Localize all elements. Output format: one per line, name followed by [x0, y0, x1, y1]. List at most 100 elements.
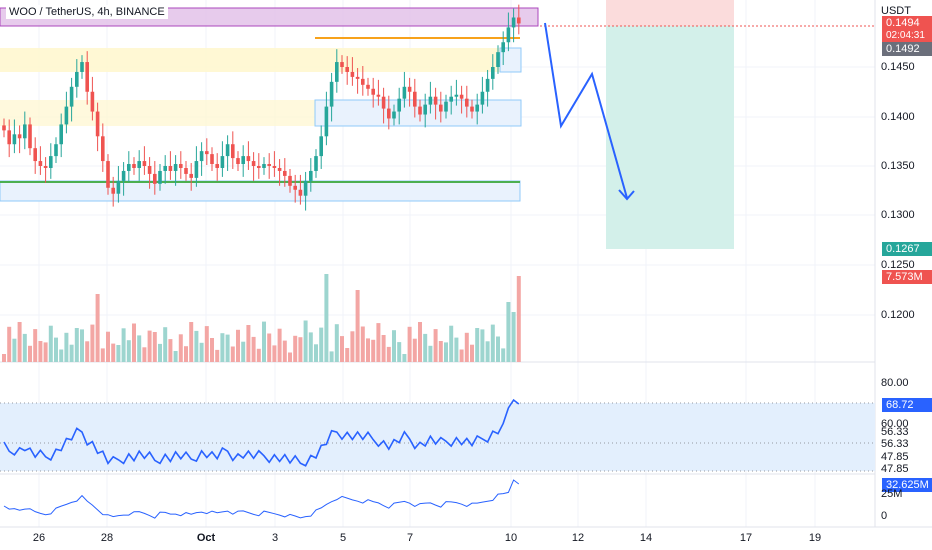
candle-body — [49, 156, 53, 168]
x-tick-10: 10 — [504, 532, 518, 544]
volume-bar — [360, 326, 365, 362]
x-tick-28: 28 — [100, 532, 114, 544]
volume-bar — [293, 335, 298, 362]
candle-body — [262, 164, 266, 168]
volume-bar — [381, 335, 386, 362]
candle-body — [355, 76, 360, 79]
candle-body — [293, 185, 297, 190]
volume-bar — [428, 345, 433, 362]
candle-body — [402, 86, 407, 99]
candle-body — [173, 164, 178, 171]
volume-bar — [480, 329, 485, 362]
volume-bar — [412, 338, 417, 362]
volume-bar — [168, 339, 173, 362]
target-price-tag: 0.1267 — [882, 242, 932, 256]
candle-body — [121, 170, 126, 181]
volume-bar — [132, 323, 136, 362]
volume-bar — [470, 344, 474, 362]
candle-body — [64, 106, 69, 125]
candle-body — [387, 108, 391, 119]
candle-body — [205, 151, 209, 155]
volume-bar — [366, 338, 370, 362]
demand-zone-blue — [0, 180, 521, 202]
x-tick-7: 7 — [406, 532, 414, 544]
candle-body — [350, 71, 355, 77]
candle-body — [28, 124, 32, 149]
volume-bar — [324, 274, 329, 362]
candle-body — [267, 164, 271, 166]
volume-bar — [85, 341, 90, 362]
price-tick-4: 0.1300 — [881, 209, 915, 221]
forecast-arrowhead — [618, 189, 635, 201]
candle-body — [90, 91, 95, 112]
candle-body — [168, 166, 173, 171]
x-tick-26: 26 — [32, 532, 46, 544]
candle-body — [101, 136, 105, 162]
candle-body — [220, 156, 225, 168]
candle-body — [324, 106, 329, 137]
countdown-tag: 02:04:31 — [882, 29, 932, 43]
volume-bar — [2, 354, 6, 362]
symbol-title[interactable]: WOO / TetherUS, 4h, BINANCE — [6, 5, 168, 19]
volume-bar — [511, 312, 516, 362]
volume-bar — [90, 324, 95, 362]
volume-bar — [22, 333, 27, 362]
volume-bar — [256, 348, 261, 362]
volume-bar — [38, 341, 43, 362]
candle-body — [127, 164, 131, 171]
candle-body — [319, 136, 323, 157]
rsi-tick-low-a: 47.85 — [881, 451, 909, 463]
candle-body — [33, 148, 37, 162]
candle-body — [329, 81, 334, 107]
volume-bar — [340, 336, 344, 362]
volume-bar — [54, 337, 58, 362]
volume-bar — [121, 328, 126, 362]
candle-body — [59, 124, 63, 145]
x-tick-12: 12 — [571, 532, 585, 544]
volume-bar — [371, 339, 376, 362]
candle-body — [17, 134, 22, 139]
candle-body — [179, 164, 183, 168]
volume-bar — [215, 349, 220, 362]
volume-bar — [173, 351, 178, 362]
candle-body — [418, 106, 422, 115]
obv-tick-0: 0 — [881, 510, 888, 522]
candle-body — [340, 62, 344, 67]
volume-bar — [433, 329, 438, 362]
candle-body — [366, 84, 370, 89]
candle-body — [335, 62, 339, 82]
candle-body — [459, 94, 464, 99]
volume-bar — [319, 327, 324, 362]
volume-bar — [236, 329, 240, 362]
candle-body — [491, 67, 495, 79]
candle-body — [413, 91, 417, 107]
volume-bar — [345, 348, 350, 362]
candle-body — [381, 96, 386, 109]
volume-bar — [137, 335, 142, 362]
volume-bar — [308, 332, 313, 362]
volume-bar — [407, 326, 412, 362]
rsi-tick-low-b: 47.85 — [881, 463, 909, 475]
candle-body — [189, 173, 193, 178]
candle-body — [298, 189, 303, 196]
volume-bar — [449, 325, 454, 362]
x-tick-17: 17 — [739, 532, 753, 544]
candle-body — [392, 111, 396, 119]
volume-bar — [506, 302, 511, 362]
price-tick-2: 0.1400 — [881, 111, 915, 123]
volume-bar — [262, 321, 266, 362]
candle-body — [69, 86, 74, 107]
candle-body — [132, 164, 136, 168]
volume-bar — [43, 342, 48, 362]
candle-body — [85, 62, 89, 92]
rsi-band — [0, 403, 875, 471]
candle-body — [272, 166, 277, 168]
candle-body — [43, 166, 48, 168]
volume-bar — [350, 331, 355, 362]
volume-bar — [28, 345, 32, 362]
candle-body — [361, 78, 365, 85]
candle-body — [345, 67, 349, 72]
rsi-tick-mid-a: 56.33 — [881, 426, 909, 438]
volume-bar — [314, 344, 318, 362]
